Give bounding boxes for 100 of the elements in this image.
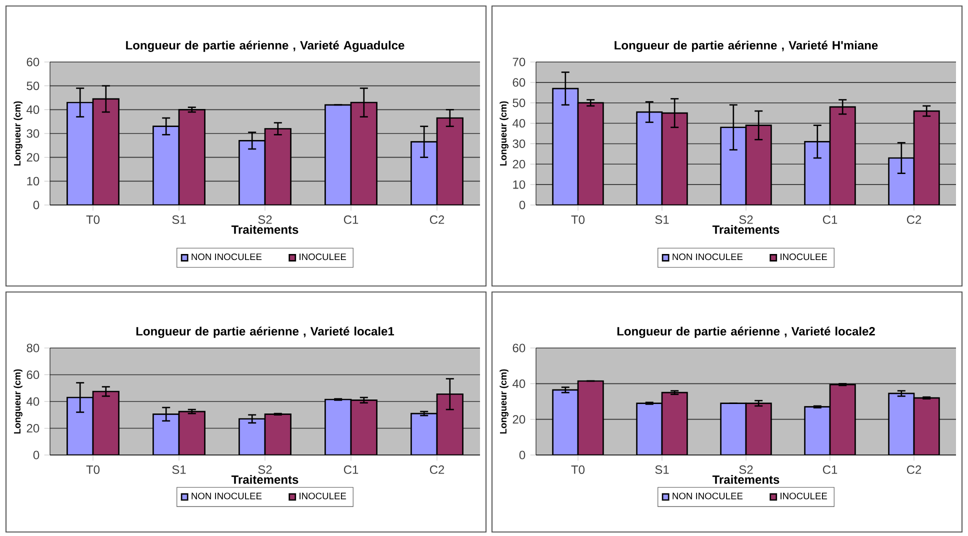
y-tick-label: 60 — [26, 58, 40, 66]
bar — [661, 392, 688, 455]
bar — [636, 402, 663, 455]
x-tick-label: S1 — [655, 465, 669, 474]
y-tick-label: 50 — [26, 82, 40, 90]
bar — [410, 412, 438, 455]
x-tick-label: S2 — [739, 465, 753, 474]
bar — [66, 102, 94, 205]
x-tick-label: C2 — [430, 465, 444, 474]
bar — [888, 392, 915, 455]
x-axis-title: Traitements — [231, 475, 298, 484]
y-tick-label: 40 — [26, 105, 40, 114]
y-tick-label: 20 — [26, 153, 40, 162]
bar — [720, 402, 747, 455]
bar — [577, 102, 604, 205]
y-tick-label: 40 — [26, 397, 40, 406]
x-tick-label: S2 — [739, 215, 753, 224]
y-tick-label: 70 — [512, 58, 526, 66]
x-tick-label: S1 — [172, 215, 186, 224]
y-tick-label: 0 — [33, 200, 40, 210]
x-tick-label: C1 — [822, 465, 838, 474]
chart-title: Longueur de partie aérienne , Varieté H'miane — [614, 40, 878, 52]
y-tick-label: 30 — [512, 139, 526, 148]
y-tick-label: 20 — [512, 160, 526, 168]
bar — [92, 390, 120, 455]
y-axis-title: Longueur (cm) — [500, 369, 508, 434]
bar — [577, 380, 604, 455]
y-tick-label: 10 — [513, 180, 526, 189]
legend-label: INOCULEE — [300, 254, 346, 260]
bar — [436, 117, 464, 205]
chart-title: Longueur de partie aérienne , Varieté Aguadulce — [126, 40, 404, 52]
x-tick-label: C1 — [822, 215, 838, 224]
x-tick-label: T0 — [86, 465, 100, 474]
bar — [804, 141, 831, 205]
bar — [552, 389, 579, 455]
bar — [178, 410, 206, 455]
y-tick-label: 60 — [512, 344, 526, 352]
legend-label: NON INOCULEE — [672, 254, 743, 260]
x-axis-title: Traitements — [231, 225, 298, 234]
bar — [324, 104, 352, 205]
bar — [92, 98, 120, 205]
y-tick-label: 40 — [512, 119, 526, 128]
x-tick-label: C2 — [906, 215, 922, 224]
bar — [264, 414, 292, 455]
bar — [178, 109, 206, 205]
y-axis-title: Longueur (cm) — [500, 101, 508, 166]
y-tick-label: 20 — [512, 415, 526, 424]
y-tick-label: 60 — [512, 78, 526, 87]
y-tick-label: 20 — [26, 424, 40, 433]
x-tick-label: C2 — [430, 215, 444, 224]
legend-label: NON INOCULEE — [672, 492, 743, 500]
x-tick-label: C1 — [344, 215, 358, 224]
bar — [829, 384, 856, 455]
x-tick-label: T0 — [571, 215, 585, 224]
legend-label: INOCULEE — [780, 254, 828, 260]
legend-label: INOCULEE — [780, 492, 828, 500]
bar — [350, 399, 378, 455]
y-tick-label: 60 — [26, 370, 40, 380]
y-tick-label: 0 — [519, 450, 526, 460]
bar — [238, 140, 266, 205]
bar — [350, 102, 378, 205]
legend-label: NON INOCULEE — [192, 492, 262, 500]
bar — [829, 106, 856, 205]
y-tick-label: 0 — [33, 450, 40, 460]
y-axis-title: Longueur (cm) — [14, 369, 22, 434]
x-tick-label: C2 — [906, 465, 922, 474]
bar — [410, 141, 438, 205]
y-tick-label: 50 — [512, 98, 526, 108]
bar — [745, 402, 772, 455]
bar — [238, 418, 266, 455]
bar — [720, 126, 747, 205]
chart-title: Longueur de partie aérienne , Varieté locale1 — [136, 326, 394, 338]
y-tick-label: 80 — [26, 344, 40, 352]
bar — [888, 157, 915, 205]
bar — [636, 111, 663, 205]
x-tick-label: T0 — [571, 465, 585, 474]
bar — [152, 126, 180, 205]
x-tick-label: T0 — [86, 215, 100, 224]
y-tick-label: 40 — [512, 379, 526, 388]
bar — [661, 112, 688, 205]
legend-label: NON INOCULEE — [192, 254, 262, 260]
x-tick-label: S2 — [258, 215, 272, 224]
bar — [804, 406, 831, 455]
bar — [324, 398, 352, 455]
x-axis-title: Traitements — [712, 475, 780, 484]
y-tick-label: 0 — [519, 200, 526, 210]
bar — [264, 128, 292, 205]
y-tick-label: 10 — [27, 176, 40, 186]
bar — [913, 110, 940, 205]
x-tick-label: S1 — [172, 465, 186, 474]
bar — [66, 396, 94, 455]
x-tick-label: S1 — [655, 215, 669, 224]
bar — [745, 124, 772, 205]
bar — [152, 414, 180, 455]
x-axis-title: Traitements — [712, 225, 780, 234]
x-tick-label: S2 — [258, 465, 272, 474]
bar — [913, 397, 940, 455]
legend-label: INOCULEE — [300, 492, 346, 500]
chart-title: Longueur de partie aérienne , Varieté locale2 — [617, 326, 875, 338]
x-tick-label: C1 — [344, 465, 358, 474]
